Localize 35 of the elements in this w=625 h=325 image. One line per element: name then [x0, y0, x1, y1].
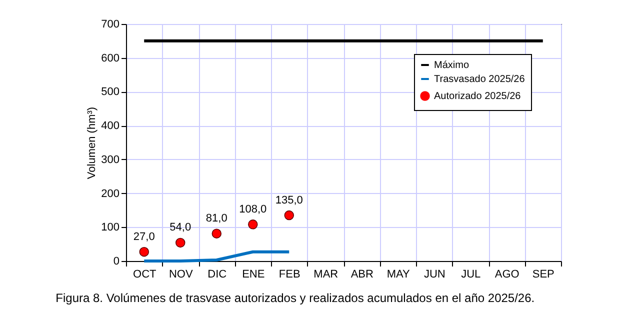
x-tick-label: NOV — [168, 268, 194, 280]
point — [248, 220, 258, 230]
x-tick-label: ABR — [350, 268, 374, 280]
data-label: 54,0 — [170, 222, 192, 234]
x-tick-label: DIC — [208, 268, 227, 280]
legend-label: Trasvasado 2025/26 — [434, 74, 526, 85]
point — [139, 246, 149, 257]
y-tick-label: 500 — [101, 86, 120, 98]
legend-label: Autorizado 2025/26 — [434, 91, 522, 102]
x-tick-label: MAR — [314, 268, 338, 280]
x-tick-label: ENE — [242, 268, 265, 280]
x-tick-label: SEP — [532, 268, 554, 280]
y-tick-label: 100 — [101, 222, 120, 234]
y-tick-label: 200 — [101, 188, 120, 200]
x-tick-label: FEB — [278, 268, 300, 280]
y-axis-title: Volumen (hm³) — [86, 106, 98, 180]
data-label: 81,0 — [206, 212, 228, 225]
y-tick-label: 400 — [101, 120, 120, 132]
point — [176, 238, 186, 248]
point — [212, 228, 222, 238]
y-tick-label: 700 — [101, 18, 120, 30]
legend-label: Máximo — [434, 60, 470, 71]
text: Figura 8. Volúmenes de trasvase autorizados y realizados acumulados en el año 2025/26. — [56, 291, 535, 305]
x-tick-label: OCT — [133, 268, 157, 280]
point — [284, 210, 294, 220]
y-tick-label: 300 — [101, 154, 120, 166]
data-label: 27,0 — [133, 230, 155, 243]
x-tick-label: AGO — [494, 268, 520, 280]
x-tick-label: MAY — [386, 268, 411, 280]
data-label: 135,0 — [275, 194, 303, 206]
y-tick-label: 0 — [113, 256, 120, 268]
x-tick-label: JUL — [461, 268, 481, 280]
x-tick-label: JUN — [424, 268, 446, 280]
data-label: 108,0 — [239, 203, 267, 216]
y-tick-label: 600 — [101, 52, 120, 64]
